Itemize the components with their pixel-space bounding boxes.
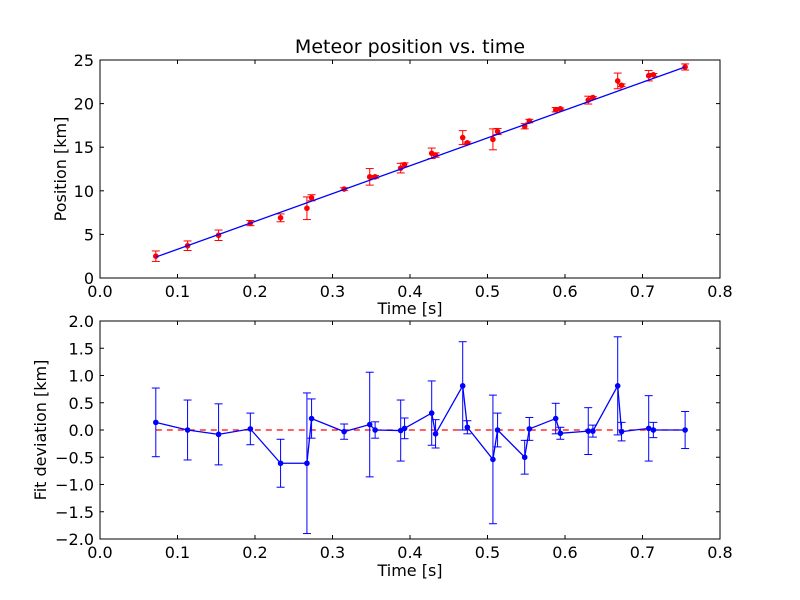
- data-point: [650, 72, 657, 78]
- y-tick-label: 0.5: [69, 394, 94, 413]
- data-point: [682, 427, 688, 433]
- data-point: [614, 78, 621, 84]
- data-point: [552, 415, 559, 422]
- data-point: [184, 427, 191, 433]
- data-point: [618, 82, 625, 89]
- x-tick-label: 0.2: [242, 543, 267, 562]
- x-tick-label: 0.4: [397, 282, 422, 301]
- data-point: [341, 428, 347, 435]
- data-point: [277, 215, 284, 221]
- y-tick-label: 1.0: [69, 367, 94, 386]
- fit-line: [155, 66, 686, 258]
- data-point: [645, 425, 652, 432]
- data-point: [585, 428, 592, 434]
- data-point: [526, 426, 533, 432]
- data-point: [401, 161, 408, 168]
- x-tick-label: 0.5: [475, 543, 500, 562]
- data-point: [464, 424, 471, 431]
- x-tick-label: 0.8: [707, 543, 732, 562]
- y-axis-label: Position [km]: [51, 117, 70, 222]
- data-point: [366, 174, 373, 180]
- x-tick-label: 0.7: [630, 543, 655, 562]
- y-tick-label: 1.5: [69, 339, 94, 358]
- x-tick-label: 0.5: [475, 282, 500, 301]
- y-tick-label: 20: [74, 95, 94, 114]
- y-axis-label: Fit deviation [km]: [31, 360, 50, 501]
- data-point: [304, 205, 310, 212]
- data-point: [459, 134, 466, 141]
- chart-title: Meteor position vs. time: [295, 36, 525, 58]
- data-point: [372, 427, 378, 433]
- data-point: [366, 421, 373, 428]
- data-point: [401, 425, 408, 432]
- data-point: [459, 383, 466, 389]
- y-tick-label: −0.5: [55, 448, 94, 467]
- data-point: [618, 428, 625, 435]
- x-tick-label: 0.4: [397, 543, 422, 562]
- x-tick-label: 0.3: [320, 543, 345, 562]
- x-axis-label: Time [s]: [376, 561, 442, 580]
- x-tick-label: 0.6: [552, 543, 577, 562]
- y-tick-label: 0.0: [69, 421, 94, 440]
- data-point: [308, 194, 315, 201]
- y-tick-label: −1.5: [55, 503, 94, 522]
- data-point: [614, 383, 621, 389]
- x-tick-label: 0.6: [552, 282, 577, 301]
- data-point: [215, 431, 222, 438]
- data-point: [490, 456, 496, 463]
- data-point: [490, 136, 496, 143]
- y-tick-label: 10: [74, 182, 94, 201]
- x-tick-label: 0.1: [165, 543, 190, 562]
- position-chart: Meteor position vs. time Time [s] Positi…: [51, 36, 733, 318]
- x-tick-label: 0.8: [707, 282, 732, 301]
- x-tick-label: 0.7: [630, 282, 655, 301]
- x-tick-label: 0.0: [87, 282, 112, 301]
- data-point: [590, 428, 596, 434]
- x-axis-label: Time [s]: [376, 299, 442, 318]
- y-tick-label: −1.0: [55, 476, 94, 495]
- y-tick-label: 25: [74, 51, 94, 70]
- data-point: [557, 430, 564, 437]
- data-point: [153, 419, 159, 426]
- data-point: [521, 454, 528, 461]
- data-point: [308, 415, 315, 422]
- x-tick-label: 0.1: [165, 282, 190, 301]
- data-point: [277, 460, 284, 467]
- y-tick-label: −2.0: [55, 530, 94, 549]
- y-tick-label: 15: [74, 138, 94, 157]
- y-tick-label: 5: [84, 225, 94, 244]
- x-tick-label: 0.3: [320, 282, 345, 301]
- x-tick-label: 0.0: [87, 543, 112, 562]
- data-point: [557, 106, 564, 112]
- data-point: [304, 460, 310, 467]
- deviation-chart: Time [s] Fit deviation [km] 0.0 0.1 0.2 0.3…: [31, 312, 733, 580]
- x-tick-label: 0.2: [242, 282, 267, 301]
- data-point: [432, 431, 439, 437]
- data-point: [650, 427, 657, 433]
- data-point: [494, 427, 501, 433]
- y-tick-label: 2.0: [69, 312, 94, 331]
- y-tick-label: 0: [84, 269, 94, 288]
- data-point: [247, 426, 254, 432]
- data-point: [428, 410, 435, 416]
